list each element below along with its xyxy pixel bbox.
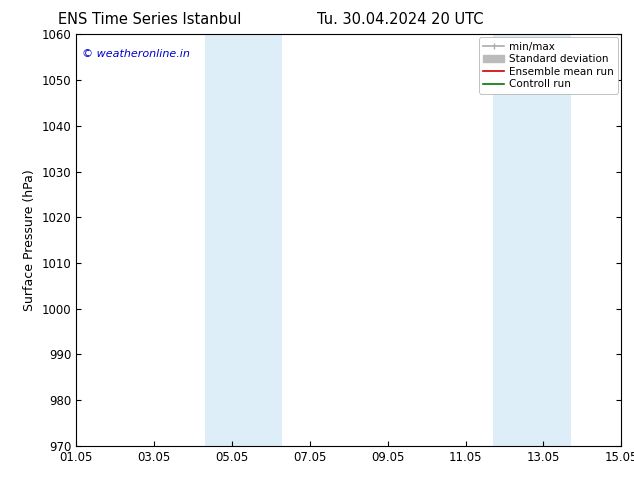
Bar: [493, 34, 571, 446]
Legend: min/max, Standard deviation, Ensemble mean run, Controll run: min/max, Standard deviation, Ensemble me…: [479, 37, 618, 94]
Text: ENS Time Series Istanbul: ENS Time Series Istanbul: [58, 12, 241, 27]
Text: Tu. 30.04.2024 20 UTC: Tu. 30.04.2024 20 UTC: [317, 12, 484, 27]
Text: © weatheronline.in: © weatheronline.in: [82, 49, 190, 59]
Bar: [205, 34, 283, 446]
Y-axis label: Surface Pressure (hPa): Surface Pressure (hPa): [23, 169, 36, 311]
